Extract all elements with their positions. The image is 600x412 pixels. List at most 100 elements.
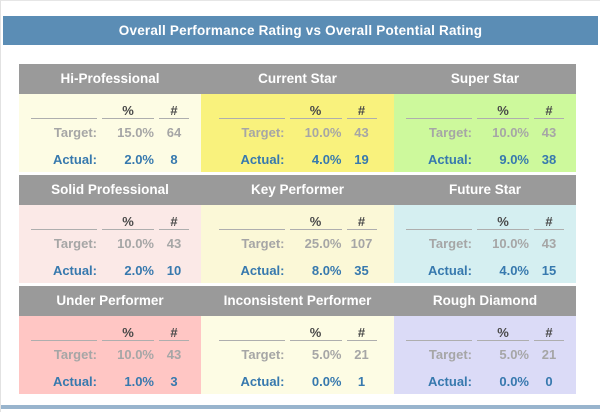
actual-row: Actual: 2.0% 10 — [31, 257, 189, 283]
target-count: 21 — [354, 347, 369, 363]
spacer-underline — [218, 98, 285, 120]
stats-header-row: % # — [218, 320, 377, 342]
target-percent: 5.0% — [499, 347, 529, 363]
actual-label: Actual: — [240, 262, 285, 278]
stats-header-row: % # — [31, 98, 189, 120]
cell-body: % # Target: 5.0% 21 Actual: 0.0% 0 — [394, 316, 576, 394]
percent-column-header: % — [289, 209, 342, 231]
cell-body: % # Target: 10.0% 43 Actual: 4.0% 15 — [394, 205, 576, 283]
target-label: Target: — [428, 347, 472, 363]
target-row: Target: 25.0% 107 — [219, 230, 377, 257]
actual-percent: 9.0% — [499, 151, 529, 167]
stats-table: % # Target: 10.0% 43 Actual: 9.0% 38 — [401, 98, 569, 172]
cell-title: Rough Diamond — [394, 286, 576, 316]
cell-future-star: Future Star % # Target: 10.0% 43 Actual: — [394, 175, 576, 283]
actual-count: 15 — [541, 262, 557, 278]
stats-table: % # Target: 25.0% 107 Actual: 8.0% 35 — [214, 209, 382, 283]
percent-column-header: % — [289, 98, 342, 120]
target-percent: 25.0% — [304, 236, 342, 252]
cell-current-star: Current Star % # Target: 10.0% 43 Actual… — [201, 64, 394, 172]
count-column-header: # — [346, 209, 377, 231]
cell-title: Solid Professional — [19, 175, 201, 205]
bottom-divider-bar — [1, 405, 600, 409]
count-column-header: # — [159, 98, 189, 120]
cell-super-star: Super Star % # Target: 10.0% 43 Actual: — [394, 64, 576, 172]
spacer-underline — [218, 209, 285, 231]
actual-label: Actual: — [240, 151, 285, 167]
count-column-header: # — [534, 320, 564, 342]
actual-row: Actual: 9.0% 38 — [406, 146, 564, 172]
cell-title: Inconsistent Performer — [201, 286, 394, 316]
actual-percent: 1.0% — [124, 373, 154, 389]
target-label: Target: — [241, 236, 285, 252]
actual-label: Actual: — [427, 151, 472, 167]
target-label: Target: — [241, 125, 285, 141]
actual-percent: 4.0% — [311, 151, 342, 167]
actual-label: Actual: — [52, 151, 97, 167]
target-percent: 5.0% — [311, 347, 342, 363]
stats-table: % # Target: 5.0% 21 Actual: 0.0% 0 — [401, 320, 569, 394]
target-count: 21 — [541, 347, 557, 363]
actual-percent: 2.0% — [124, 151, 154, 167]
actual-percent: 0.0% — [499, 373, 529, 389]
actual-percent: 8.0% — [311, 262, 342, 278]
target-label: Target: — [428, 125, 472, 141]
stats-table: % # Target: 10.0% 43 Actual: 4.0% 19 — [214, 98, 382, 172]
percent-column-header: % — [102, 98, 154, 120]
actual-count: 35 — [354, 262, 369, 278]
cell-rough-diamond: Rough Diamond % # Target: 5.0% 21 Actual… — [394, 286, 576, 394]
target-count: 43 — [541, 125, 557, 141]
spacer-underline — [31, 98, 97, 120]
spacer-underline — [218, 320, 285, 342]
spacer-underline — [406, 209, 472, 231]
stats-header-row: % # — [406, 98, 564, 120]
stats-header-row: % # — [406, 320, 564, 342]
actual-count: 8 — [170, 151, 178, 167]
cell-key-performer: Key Performer % # Target: 25.0% 107 Actu… — [201, 175, 394, 283]
actual-count: 10 — [166, 262, 182, 278]
target-count: 43 — [166, 347, 182, 363]
cell-body: % # Target: 10.0% 43 Actual: 1.0% 3 — [19, 316, 201, 394]
cell-body: % # Target: 25.0% 107 Actual: 8.0% 35 — [201, 205, 394, 283]
actual-row: Actual: 8.0% 35 — [219, 257, 377, 283]
percent-column-header: % — [289, 320, 342, 342]
actual-row: Actual: 0.0% 1 — [219, 368, 377, 394]
actual-label: Actual: — [52, 262, 97, 278]
target-count: 43 — [354, 125, 369, 141]
cell-hi-professional: Hi-Professional % # Target: 15.0% 64 Act… — [19, 64, 201, 172]
actual-percent: 4.0% — [499, 262, 529, 278]
actual-count: 38 — [541, 151, 557, 167]
percent-column-header: % — [102, 320, 154, 342]
actual-row: Actual: 1.0% 3 — [31, 368, 189, 394]
target-percent: 15.0% — [117, 125, 154, 141]
actual-count: 0 — [545, 373, 553, 389]
stats-table: % # Target: 5.0% 21 Actual: 0.0% 1 — [214, 320, 382, 394]
cell-body: % # Target: 10.0% 43 Actual: 9.0% 38 — [394, 94, 576, 172]
target-row: Target: 10.0% 43 — [31, 341, 189, 368]
target-percent: 10.0% — [117, 347, 154, 363]
spacer-underline — [406, 320, 472, 342]
count-column-header: # — [346, 320, 377, 342]
cell-inconsistent-performer: Inconsistent Performer % # Target: 5.0% … — [201, 286, 394, 394]
target-percent: 10.0% — [492, 125, 529, 141]
cell-title: Key Performer — [201, 175, 394, 205]
percent-column-header: % — [477, 320, 529, 342]
cell-title: Hi-Professional — [19, 64, 201, 94]
actual-row: Actual: 0.0% 0 — [406, 368, 564, 394]
actual-label: Actual: — [427, 262, 472, 278]
panel-title: Overall Performance Rating vs Overall Po… — [3, 16, 598, 45]
percent-column-header: % — [477, 98, 529, 120]
actual-label: Actual: — [427, 373, 472, 389]
actual-percent: 2.0% — [124, 262, 154, 278]
spacer-underline — [406, 98, 472, 120]
cell-title: Current Star — [201, 64, 394, 94]
target-percent: 10.0% — [492, 236, 529, 252]
actual-row: Actual: 4.0% 19 — [219, 146, 377, 172]
cell-solid-professional: Solid Professional % # Target: 10.0% 43 … — [19, 175, 201, 283]
target-row: Target: 5.0% 21 — [219, 341, 377, 368]
stats-header-row: % # — [31, 209, 189, 231]
cell-title: Future Star — [394, 175, 576, 205]
target-row: Target: 15.0% 64 — [31, 119, 189, 146]
target-row: Target: 10.0% 43 — [31, 230, 189, 257]
